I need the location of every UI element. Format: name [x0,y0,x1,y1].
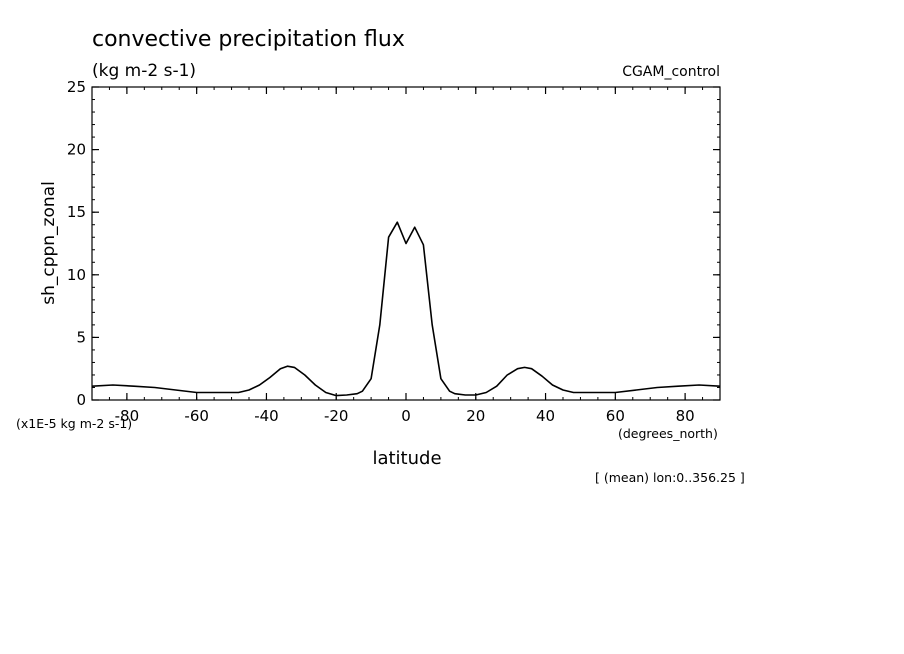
axes: -80 -60 -40 -20 0 20 40 60 80 0 5 10 15 20 25 [67,78,721,425]
x-axis-label: latitude [372,448,441,469]
chart-title: convective precipitation flux [92,27,405,52]
x-units-label: (degrees_north) [618,426,718,441]
x-tick-label: -60 [184,407,209,425]
x-tick-label: -80 [115,407,140,425]
y-tick-label: 25 [67,78,86,96]
y-tick-label: 15 [67,203,86,221]
x-tick-label: -40 [254,407,279,425]
x-tick-label: -20 [324,407,349,425]
plot-area [91,221,721,397]
y-tick-label: 10 [67,266,86,284]
footnote: [ (mean) lon:0..356.25 ] [595,470,745,485]
x-tick-label: 0 [401,407,411,425]
y-tick-label: 20 [67,141,86,159]
y-tick-label: 0 [76,391,86,409]
y-scale-note: (x1E-5 kg m-2 s-1) [16,416,132,431]
x-tick-label: 80 [676,407,695,425]
dataset-label: CGAM_control [622,64,720,80]
x-tick-label: 20 [466,407,485,425]
y-tick-label: 5 [76,328,86,346]
x-tick-label: 40 [536,407,555,425]
series-line-0 [91,221,721,397]
x-tick-label: 60 [606,407,625,425]
chart-subtitle: (kg m-2 s-1) [92,61,196,81]
y-axis-label: sh_cppn_zonal [39,181,59,305]
